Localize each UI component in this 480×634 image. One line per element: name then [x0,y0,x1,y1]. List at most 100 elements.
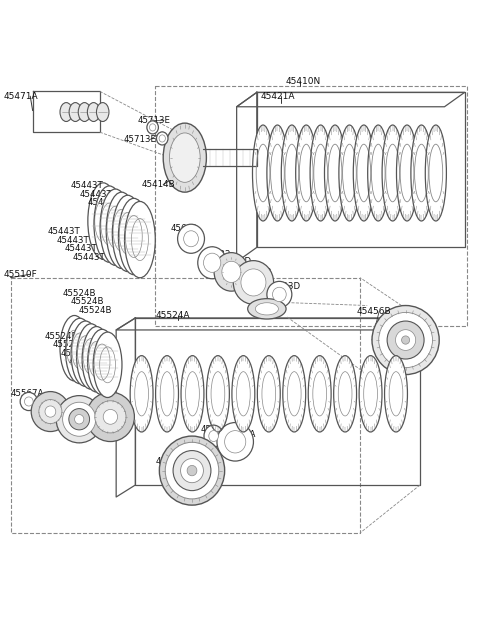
Text: 45471A: 45471A [4,92,38,101]
Text: 45524B: 45524B [62,288,96,297]
Ellipse shape [372,306,439,375]
Ellipse shape [94,186,125,262]
Ellipse shape [119,198,149,275]
Ellipse shape [95,401,126,433]
Ellipse shape [180,458,204,482]
Ellipse shape [165,443,219,499]
Ellipse shape [147,121,158,134]
Ellipse shape [156,356,179,432]
Text: 45443T: 45443T [87,198,120,207]
Ellipse shape [209,430,218,441]
Ellipse shape [334,356,357,432]
Ellipse shape [173,451,211,491]
Ellipse shape [204,425,223,447]
Text: 45514A: 45514A [222,430,256,439]
Ellipse shape [206,356,229,432]
Text: 45456B: 45456B [356,307,391,316]
Ellipse shape [74,415,84,424]
Ellipse shape [384,356,408,432]
Ellipse shape [93,332,122,398]
Ellipse shape [217,422,253,461]
Text: 45442F: 45442F [251,298,283,307]
Text: 45524C: 45524C [71,422,105,431]
Ellipse shape [368,125,389,221]
Ellipse shape [178,224,204,254]
Ellipse shape [96,103,109,122]
Ellipse shape [257,356,280,432]
Text: 45410N: 45410N [286,77,321,86]
Ellipse shape [379,313,432,368]
Ellipse shape [402,336,409,344]
Ellipse shape [100,189,131,266]
Ellipse shape [273,287,286,302]
Text: 45611: 45611 [170,224,198,233]
Text: 45423D: 45423D [217,257,252,266]
Ellipse shape [283,356,306,432]
Text: 45443T: 45443T [64,244,97,254]
Ellipse shape [77,324,106,389]
Ellipse shape [169,133,200,183]
Ellipse shape [222,261,241,283]
Ellipse shape [124,202,155,278]
Ellipse shape [181,356,204,432]
Ellipse shape [71,321,100,387]
Ellipse shape [20,392,37,411]
Ellipse shape [56,396,102,443]
Text: 45523D: 45523D [266,281,300,291]
Ellipse shape [396,125,418,221]
Ellipse shape [31,392,70,432]
Ellipse shape [24,397,33,406]
Ellipse shape [130,356,153,432]
Ellipse shape [267,125,288,221]
Text: 45524B: 45524B [69,357,102,366]
Text: 45414B: 45414B [142,180,175,189]
Text: 45524B: 45524B [52,340,86,349]
Ellipse shape [184,231,198,247]
Ellipse shape [82,327,111,392]
Ellipse shape [359,356,382,432]
Ellipse shape [233,261,274,304]
Ellipse shape [198,247,227,279]
Ellipse shape [62,402,96,436]
Ellipse shape [159,135,166,142]
Ellipse shape [69,103,82,122]
Ellipse shape [103,410,118,424]
Text: 45422: 45422 [204,250,231,259]
Ellipse shape [87,103,100,122]
Ellipse shape [214,252,249,291]
Text: 45524B: 45524B [79,306,112,314]
Text: 45443T: 45443T [48,227,81,236]
Ellipse shape [45,406,56,417]
Text: 45424B: 45424B [239,268,273,277]
Ellipse shape [241,269,266,296]
Text: 45713E: 45713E [138,115,171,125]
Ellipse shape [296,125,317,221]
Ellipse shape [88,183,119,259]
Ellipse shape [69,408,90,430]
Ellipse shape [308,356,331,432]
Ellipse shape [387,321,424,359]
Ellipse shape [252,125,274,221]
Ellipse shape [66,318,95,384]
Ellipse shape [88,329,117,395]
Text: 45713E: 45713E [124,135,157,144]
Ellipse shape [60,103,72,122]
Ellipse shape [60,316,89,381]
Ellipse shape [281,125,302,221]
Ellipse shape [382,125,403,221]
Ellipse shape [225,430,246,453]
Text: 45510F: 45510F [4,270,37,279]
Ellipse shape [112,195,143,271]
Text: 45524A: 45524A [156,311,191,320]
Text: 45524B: 45524B [71,297,104,306]
Text: 45524B: 45524B [44,332,78,340]
Ellipse shape [149,124,156,131]
Text: 45443T: 45443T [79,190,112,198]
Text: 45443T: 45443T [71,181,104,190]
Ellipse shape [78,103,91,122]
Text: 45443T: 45443T [72,253,105,262]
Ellipse shape [267,281,292,307]
Text: 45524B: 45524B [60,349,94,358]
Text: 45421A: 45421A [261,92,295,101]
Ellipse shape [163,123,206,192]
